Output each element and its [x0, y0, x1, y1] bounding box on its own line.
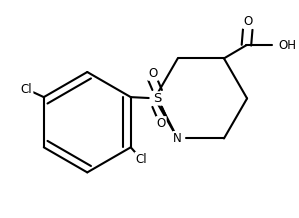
Text: OH: OH	[278, 39, 296, 52]
Text: S: S	[153, 92, 161, 105]
Text: O: O	[149, 67, 158, 80]
Text: O: O	[156, 117, 166, 130]
Text: N: N	[173, 132, 182, 145]
Text: Cl: Cl	[135, 153, 147, 166]
Text: Cl: Cl	[21, 83, 32, 96]
Text: O: O	[243, 15, 252, 28]
